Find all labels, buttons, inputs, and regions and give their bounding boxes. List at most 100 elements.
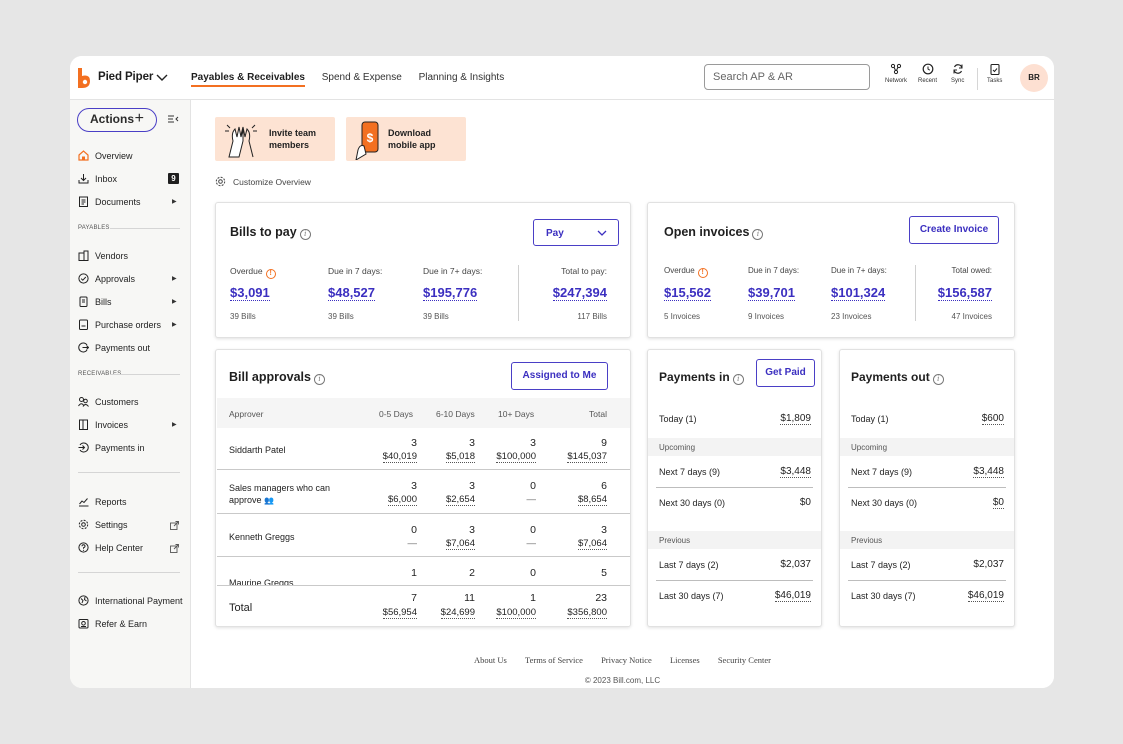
due-7-days-amount[interactable]: $48,527 [328, 285, 375, 301]
footer-link-privacy[interactable]: Privacy Notice [601, 655, 652, 665]
expand-caret-icon[interactable]: ▶ [172, 276, 177, 282]
payments-in-next7-row[interactable]: Next 7 days (9) $3,448 [648, 458, 821, 486]
payments-out-last7-row[interactable]: Last 7 days (2) $2,037 [840, 551, 1014, 579]
row-amount[interactable]: $1,809 [780, 413, 811, 425]
chevron-down-icon[interactable] [156, 71, 168, 83]
network-button[interactable]: Network [885, 63, 907, 84]
info-icon[interactable]: i [299, 229, 311, 240]
payments-in-last30-row[interactable]: Last 30 days (7) $46,019 [648, 582, 821, 610]
amount-6-10[interactable]: $2,654 [445, 494, 475, 506]
sidebar-item-reports[interactable]: Reports [78, 496, 127, 510]
sidebar-item-overview[interactable]: Overview [78, 150, 133, 164]
amount-total[interactable]: $8,654 [577, 494, 607, 506]
external-link-icon[interactable] [170, 544, 179, 553]
info-icon[interactable]: i [752, 229, 764, 240]
bill-logo-icon[interactable] [78, 68, 90, 88]
invoice-due-7-plus-amount[interactable]: $101,324 [831, 285, 886, 301]
payments-out-next30-row[interactable]: Next 30 days (0) $0 [840, 489, 1014, 517]
payments-in-next30-row[interactable]: Next 30 days (0) $0 [648, 489, 821, 517]
search-input[interactable]: Search AP & AR [704, 64, 870, 90]
customize-overview-link[interactable]: Customize Overview [215, 176, 311, 187]
sidebar-item-refer-earn[interactable]: Refer & Earn [78, 618, 147, 632]
amount-total[interactable]: $7,064 [577, 538, 607, 550]
info-icon[interactable]: i [932, 374, 944, 385]
sidebar-item-settings[interactable]: Settings [78, 519, 128, 533]
user-avatar[interactable]: BR [1020, 64, 1048, 92]
col-0-5-days[interactable]: 0-5 Days [379, 409, 414, 419]
sidebar-item-invoices[interactable]: Invoices [78, 419, 128, 433]
info-icon[interactable]: i [313, 374, 325, 385]
tab-planning-insights[interactable]: Planning & Insights [418, 72, 505, 83]
create-invoice-button[interactable]: Create Invoice [909, 216, 999, 244]
expand-caret-icon[interactable]: ▶ [172, 422, 177, 428]
sidebar-item-approvals[interactable]: Approvals [78, 273, 135, 287]
payments-out-next7-row[interactable]: Next 7 days (9) $3,448 [840, 458, 1014, 486]
invite-team-promo[interactable]: Invite team members [215, 117, 335, 161]
expand-caret-icon[interactable]: ▶ [172, 322, 177, 328]
footer-link-about[interactable]: About Us [474, 655, 507, 665]
overdue-amount[interactable]: $3,091 [230, 285, 270, 301]
download-app-promo[interactable]: $ Download mobile app [346, 117, 466, 161]
payments-out-today-row[interactable]: Today (1) $600 [840, 405, 1014, 433]
external-link-icon[interactable] [170, 521, 179, 530]
sidebar-item-payments-out[interactable]: Payments out [78, 342, 150, 356]
tasks-button[interactable]: Tasks [987, 63, 1002, 84]
sidebar-item-inbox[interactable]: Inbox [78, 173, 117, 187]
row-amount[interactable]: $0 [992, 497, 1004, 509]
invoice-overdue-amount[interactable]: $15,562 [664, 285, 711, 301]
col-approver[interactable]: Approver [229, 409, 264, 419]
expand-caret-icon[interactable]: ▶ [172, 199, 177, 205]
table-row[interactable]: Sales managers who can approve 👥 3 $6,00… [217, 471, 630, 514]
amount-6-10[interactable]: $7,064 [445, 538, 475, 550]
expand-caret-icon[interactable]: ▶ [172, 299, 177, 305]
get-paid-button[interactable]: Get Paid [756, 359, 815, 387]
payments-in-today-row[interactable]: Today (1) $1,809 [648, 405, 821, 433]
total-amount-10-plus[interactable]: $100,000 [496, 607, 536, 619]
col-total[interactable]: Total [589, 409, 607, 419]
actions-button[interactable]: Actions + [77, 108, 157, 132]
row-amount[interactable]: $3,448 [780, 466, 811, 478]
payments-in-last7-row[interactable]: Last 7 days (2) $2,037 [648, 551, 821, 579]
info-icon[interactable]: i [732, 374, 744, 385]
footer-link-terms[interactable]: Terms of Service [525, 655, 583, 665]
table-row[interactable]: Siddarth Patel 3 $40,019 3 $5,018 3 $100… [217, 428, 630, 470]
invoice-due-7-amount[interactable]: $39,701 [748, 285, 795, 301]
sidebar-item-international-payment[interactable]: International Payment [78, 595, 183, 609]
pay-dropdown[interactable]: Pay [533, 219, 619, 246]
amount-total[interactable]: $145,037 [567, 451, 607, 463]
col-10-plus-days[interactable]: 10+ Days [498, 409, 535, 419]
sidebar-item-bills[interactable]: Bills [78, 296, 112, 310]
tab-payables-receivables[interactable]: Payables & Receivables [191, 72, 305, 87]
amount-0-5[interactable]: $6,000 [387, 494, 417, 506]
sync-button[interactable]: Sync [951, 63, 964, 84]
tab-spend-expense[interactable]: Spend & Expense [321, 72, 402, 83]
sidebar-item-payments-in[interactable]: Payments in [78, 442, 145, 456]
row-amount[interactable]: $46,019 [774, 590, 811, 602]
table-row[interactable]: Kenneth Greggs 0 — 3 $7,064 0 — 3 $7,064 [217, 515, 630, 557]
due-7-plus-amount[interactable]: $195,776 [423, 285, 478, 301]
total-to-pay-amount[interactable]: $247,394 [552, 285, 607, 301]
org-name[interactable]: Pied Piper [98, 71, 154, 83]
footer-link-security[interactable]: Security Center [717, 655, 771, 665]
row-amount[interactable]: $600 [981, 413, 1004, 425]
sidebar-item-documents[interactable]: Documents [78, 196, 141, 210]
sidebar-item-customers[interactable]: Customers [78, 396, 139, 410]
table-row[interactable]: Maurine Greggs 1 2 0 5 [217, 558, 630, 598]
amount-10-plus[interactable]: $100,000 [496, 451, 536, 463]
sidebar-item-help-center[interactable]: Help Center [78, 542, 143, 556]
total-amount-6-10[interactable]: $24,699 [440, 607, 475, 619]
recent-button[interactable]: Recent [918, 63, 937, 84]
collapse-sidebar-icon[interactable] [167, 113, 179, 125]
total-owed-amount[interactable]: $156,587 [937, 285, 992, 301]
col-6-10-days[interactable]: 6-10 Days [436, 409, 475, 419]
sidebar-item-purchase-orders[interactable]: Purchase orders [78, 319, 161, 333]
payments-out-last30-row[interactable]: Last 30 days (7) $46,019 [840, 582, 1014, 610]
amount-0-5[interactable]: $40,019 [382, 451, 417, 463]
amount-6-10[interactable]: $5,018 [445, 451, 475, 463]
row-amount[interactable]: $46,019 [967, 590, 1004, 602]
assigned-to-me-button[interactable]: Assigned to Me [511, 362, 608, 390]
row-amount[interactable]: $3,448 [973, 466, 1004, 478]
total-amount-0-5[interactable]: $56,954 [382, 607, 417, 619]
footer-link-licenses[interactable]: Licenses [669, 655, 700, 665]
grand-total-amount[interactable]: $356,800 [567, 607, 607, 619]
